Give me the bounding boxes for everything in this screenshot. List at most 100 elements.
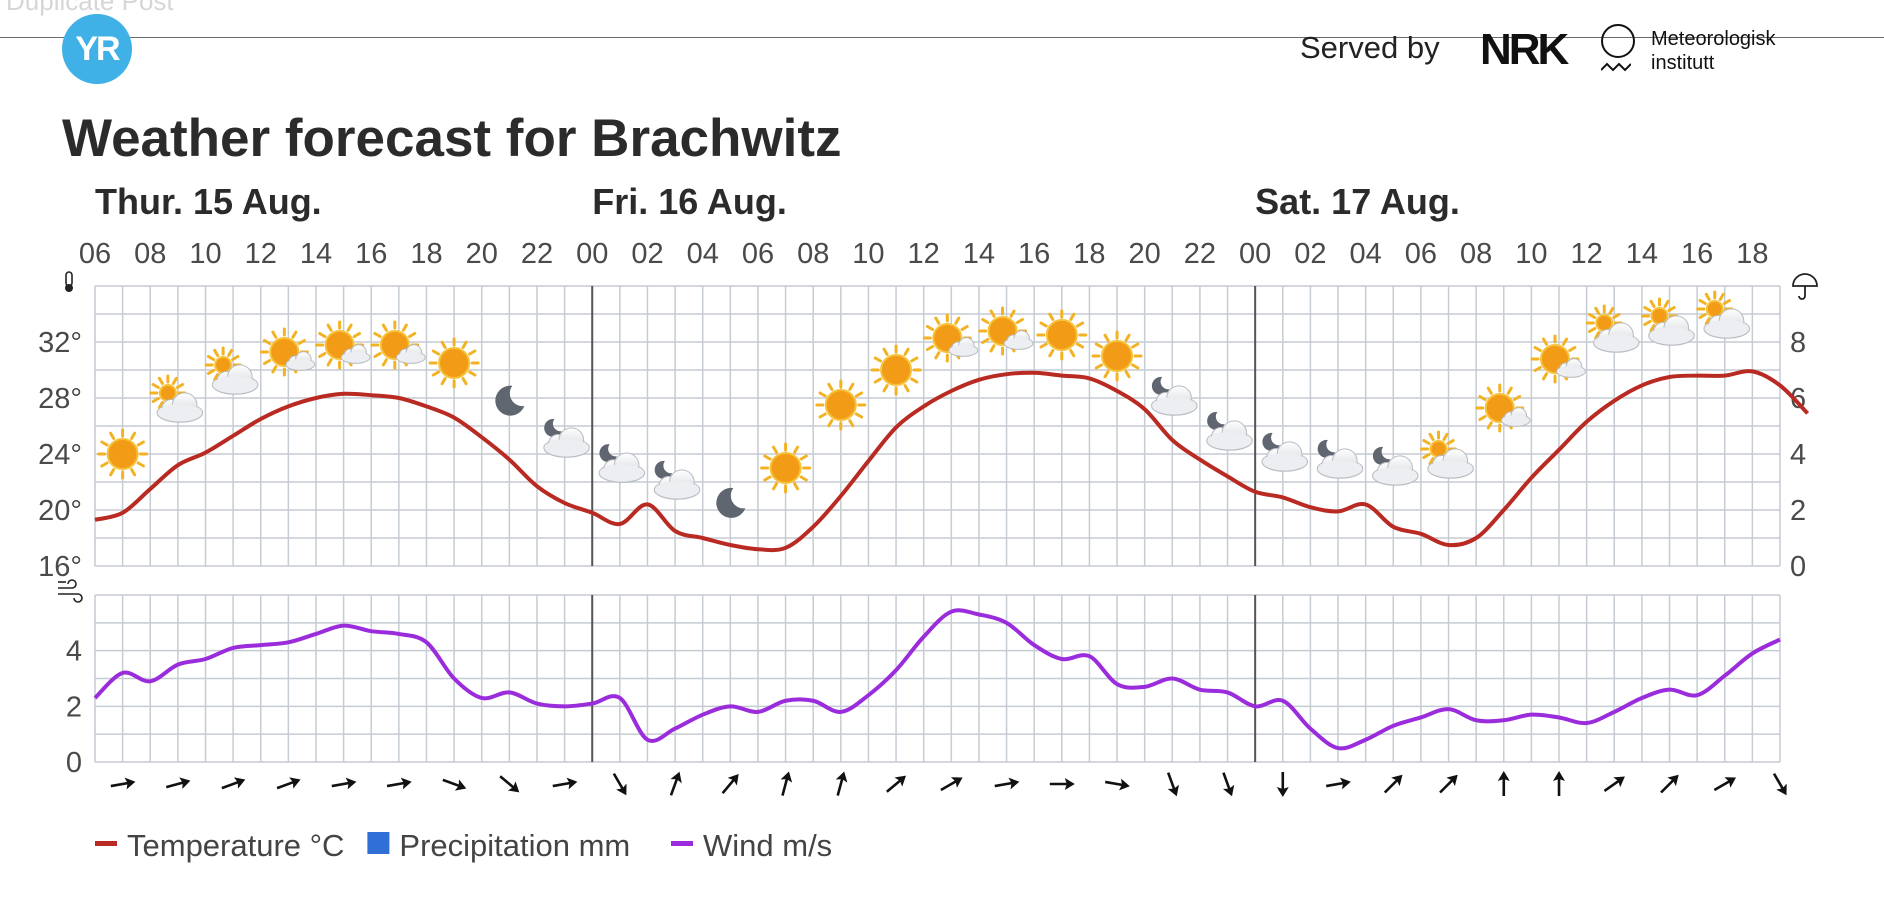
sun-ray <box>925 325 935 331</box>
wind-direction-arrow-icon <box>669 771 682 796</box>
sun-ray <box>100 461 109 468</box>
legend-swatch <box>671 841 693 846</box>
hour-tick-label: 10 <box>852 238 884 270</box>
wind-direction-arrow-icon <box>1553 771 1566 796</box>
wind-direction-arrow-icon <box>165 777 191 790</box>
sun-ray <box>1722 299 1731 305</box>
precipitation-tick-label: 4 <box>1790 439 1806 471</box>
sun-icon <box>97 428 149 480</box>
hour-tick-label: 06 <box>79 238 111 270</box>
sun-disc <box>438 347 471 379</box>
wind-direction-arrow-icon <box>1713 777 1737 792</box>
sun-ray <box>793 482 800 491</box>
precipitation-tick-label: 8 <box>1790 327 1806 359</box>
umbrella-icon <box>1792 273 1818 300</box>
partly-cloudy-night-icon <box>1206 411 1253 451</box>
cloud-part <box>1557 366 1585 377</box>
sun-ray <box>1512 395 1522 401</box>
moon-icon <box>716 487 746 518</box>
met-logo-line2: institutt <box>1651 52 1715 74</box>
sun-disc <box>880 354 913 386</box>
sun-ray <box>818 412 827 419</box>
sun-ray <box>130 468 137 477</box>
sun-ray <box>1612 313 1621 319</box>
cloud-part <box>1594 334 1639 352</box>
sun-disc <box>1045 319 1078 351</box>
precipitation-tick-label: 2 <box>1790 495 1806 527</box>
arrow-head <box>1553 771 1566 781</box>
sun-ray <box>431 370 441 377</box>
temperature-tick-label: 24° <box>38 439 82 471</box>
hour-tick-label: 02 <box>631 238 663 270</box>
wind-icon <box>58 579 83 603</box>
sun-ray <box>848 419 855 428</box>
hour-tick-label: 04 <box>687 238 719 270</box>
hour-tick-label: 22 <box>521 238 553 270</box>
wind-tick-label: 4 <box>66 636 82 668</box>
sun-ray <box>1446 439 1455 445</box>
yr-logo[interactable]: YR <box>62 14 132 84</box>
arrow-head <box>454 779 467 791</box>
sun-ray <box>1608 306 1615 315</box>
cloud-part <box>286 359 315 370</box>
cloud-part <box>599 464 644 482</box>
sun-ray <box>1643 320 1652 326</box>
sun-ray <box>1478 415 1487 421</box>
sun-disc <box>769 452 802 484</box>
wind-direction-arrow-icon <box>1772 772 1787 796</box>
sun-ray <box>1422 453 1431 459</box>
sun-with-cloud-icon <box>922 313 979 363</box>
sun-ray <box>136 440 145 447</box>
sun-ray <box>109 468 116 477</box>
sun-ray <box>1075 321 1085 328</box>
hour-tick-label: 18 <box>1073 238 1105 270</box>
sun-ray <box>1124 370 1131 379</box>
sun-ray <box>763 454 772 461</box>
sun-ray <box>848 382 855 391</box>
sun-ray <box>1039 342 1048 349</box>
cloud-part <box>397 352 425 363</box>
temperature-tick-label: 20° <box>38 495 82 527</box>
sun-ray <box>431 349 441 356</box>
duplicate-post-ghost-text: Duplicate Post <box>6 0 174 16</box>
met-logo[interactable]: Meteorologisk institutt <box>1651 27 1776 75</box>
sun-ray <box>175 383 185 389</box>
hour-tick-label: 12 <box>908 238 940 270</box>
wind-direction-arrow-icon <box>886 775 907 793</box>
sun-ray <box>1698 313 1707 319</box>
nrk-logo[interactable]: NRK <box>1480 25 1569 74</box>
wind-tick-label: 0 <box>66 747 82 779</box>
sun-ray <box>1103 333 1110 342</box>
sun-ray <box>461 377 468 386</box>
sun-ray <box>157 376 164 385</box>
sun-ray <box>318 352 327 358</box>
sun-ray <box>793 445 800 454</box>
hour-tick-label: 08 <box>797 238 829 270</box>
arrow-head <box>1118 778 1130 791</box>
sun-ray <box>1069 312 1076 321</box>
sun-ray <box>934 351 941 360</box>
wind-direction-arrow-icon <box>1166 772 1179 797</box>
sun-ray <box>381 358 388 367</box>
wind-line <box>93 608 1781 751</box>
sun-ray <box>227 348 234 357</box>
temperature-line <box>94 369 1810 553</box>
sun-ray <box>1698 299 1707 305</box>
sun-ray <box>1649 299 1656 308</box>
arrow-head <box>507 781 520 793</box>
partly-cloudy-night-icon <box>543 418 590 458</box>
sun-ray <box>130 431 137 440</box>
sun-ray <box>151 383 160 389</box>
arrow-head <box>835 771 848 783</box>
hour-tick-label: 16 <box>355 238 387 270</box>
thermometer-icon-bulb <box>65 284 73 292</box>
sun-disc <box>106 438 139 470</box>
moon-shape <box>495 385 525 416</box>
moon-shape <box>1317 439 1336 458</box>
sun-ray <box>157 401 164 410</box>
arrow-head <box>894 775 907 787</box>
sun-ray <box>408 332 417 338</box>
sun-ray <box>1094 342 1103 349</box>
sun-ray <box>136 461 145 468</box>
moon-shape <box>1151 376 1170 395</box>
